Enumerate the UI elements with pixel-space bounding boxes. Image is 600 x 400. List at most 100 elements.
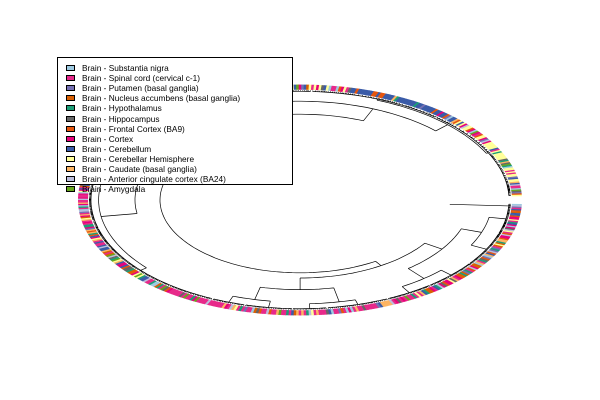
ring-segment [473,262,484,267]
legend-label: Brain - Anterior cingulate cortex (BA24) [82,174,226,185]
ring-segment [372,91,380,97]
ring-segment [467,129,478,134]
ring-segment [159,285,168,291]
ring-segment [257,308,263,314]
ring-segment [480,139,491,144]
ring-segment [113,259,124,264]
ring-segment [82,222,94,226]
ring-segment [223,303,230,309]
ring-segment [163,286,172,292]
ring-segment [262,308,268,315]
legend-item: Brain - Cerebellum [66,144,292,154]
ring-segment [388,299,396,305]
ring-segment [199,298,207,304]
ring-segment [407,294,416,300]
ring-segment [507,176,518,179]
ring-segment [247,307,253,313]
ring-segment [487,250,498,254]
legend-swatch [66,75,75,82]
ring-segment [480,256,491,261]
ring-segment [464,127,475,132]
ring-segment [453,120,463,126]
ring-segment [81,219,93,223]
ring-segment [405,294,414,301]
legend-label: Brain - Hippocampus [82,113,160,124]
ring-segment [78,202,89,204]
ring-segment [131,271,142,277]
legend-item: Brain - Caudate (basal ganglia) [66,164,292,174]
ring-segment [499,160,510,165]
ring-segment [250,307,256,313]
ring-segment [501,163,512,167]
ring-segment [466,128,477,133]
ring-segment [354,88,360,94]
ring-segment [186,294,194,300]
ring-segment [444,279,454,285]
ring-segment [403,295,411,301]
ring-segment [425,287,435,293]
ring-segment [88,233,99,237]
ring-segment [78,198,89,200]
ring-segment [232,305,239,311]
ring-segment [481,140,492,145]
ring-segment [83,224,95,228]
ring-segment [230,304,237,311]
ring-segment [409,293,418,299]
ring-segment [167,288,176,294]
ring-segment [138,275,148,281]
ring-segment [209,300,216,306]
legend-label: Brain - Substantia nigra [82,63,169,74]
ring-segment [375,92,382,98]
ring-segment [501,164,513,168]
ring-segment [78,199,89,202]
ring-segment [78,206,89,208]
ring-segment [488,249,499,253]
ring-segment [91,238,103,242]
ring-segment [339,308,345,314]
ring-segment [353,306,360,312]
ring-segment [342,86,348,93]
ring-segment [507,220,519,223]
ring-segment [466,267,476,272]
legend-item: Brain - Frontal Cortex (BA9) [66,124,292,134]
ring-segment [377,92,384,98]
ring-segment [112,258,123,263]
ring-segment [358,305,365,311]
ring-segment [116,261,127,267]
ring-segment [485,143,496,148]
ring-segment [300,310,304,316]
ring-segment [506,174,518,178]
ring-segment [505,171,516,174]
ring-segment [119,263,130,269]
ring-segment [351,306,357,312]
ring-segment [82,221,93,224]
ring-segment [193,296,201,302]
ring-segment [169,289,178,295]
ring-segment [110,257,121,262]
ring-segment [503,167,514,171]
ring-segment [418,104,427,110]
ring-segment [347,87,353,93]
ring-segment [433,284,443,290]
ring-segment [500,233,512,237]
ring-segment [216,302,223,308]
ring-segment [213,301,221,307]
ring-segment [99,247,111,252]
ring-segment [252,307,258,314]
ring-segment [439,282,449,288]
ring-segment [401,98,410,104]
ring-segment [472,263,482,268]
ring-segment [356,88,363,95]
ring-segment [435,283,445,289]
ring-segment [126,269,137,274]
ring-segment [184,294,192,300]
ring-segment [78,201,89,203]
ring-segment [451,275,461,281]
ring-segment [327,85,333,91]
ring-segment [442,280,452,286]
ring-segment [473,133,484,139]
ring-segment [446,116,456,122]
ring-segment [495,155,507,160]
ring-segment [495,154,506,159]
ring-segment [384,94,391,100]
